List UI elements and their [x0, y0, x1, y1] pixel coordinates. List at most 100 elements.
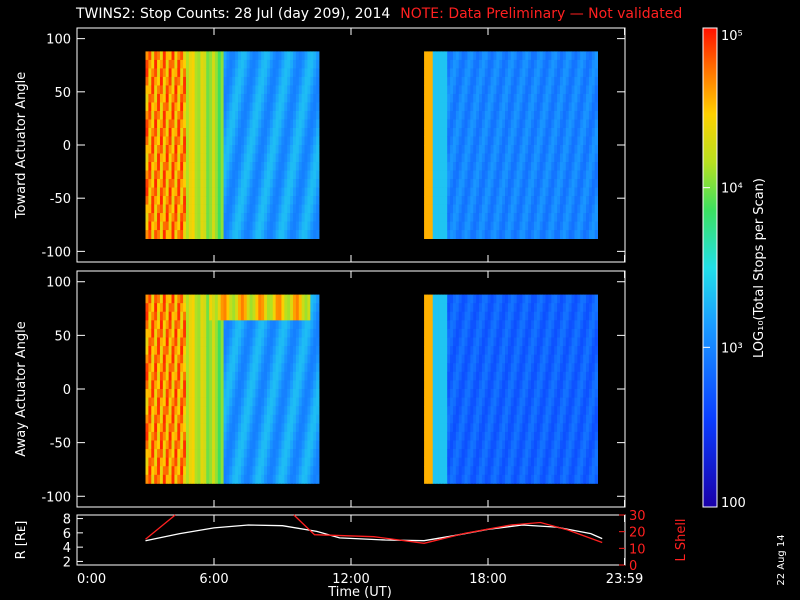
heatmap-cell: [432, 449, 437, 459]
heatmap-cell: [424, 51, 428, 61]
heatmap-cell: [266, 423, 271, 433]
heatmap-cell: [496, 371, 500, 381]
heatmap-cell: [481, 346, 486, 356]
heatmap-cell: [197, 153, 201, 163]
heatmap-cell: [429, 187, 434, 197]
heatmap-cell: [148, 457, 152, 467]
heatmap-cell: [490, 449, 494, 459]
heatmap-cell: [548, 76, 552, 86]
heatmap-cell: [525, 93, 529, 103]
heatmap-cell: [571, 102, 575, 112]
heatmap-cell: [435, 51, 439, 61]
heatmap-cell: [310, 170, 314, 180]
heatmap-cell: [522, 196, 526, 205]
heatmap-cell: [197, 397, 201, 407]
heatmap-cell: [229, 59, 233, 69]
heatmap-cell: [438, 68, 442, 78]
heatmap-cell: [307, 68, 311, 78]
heatmap-cell: [226, 457, 230, 467]
heatmap-cell: [206, 397, 210, 407]
heatmap-cell: [441, 76, 445, 86]
heatmap-cell: [284, 466, 288, 476]
heatmap-cell: [316, 406, 320, 416]
heatmap-cell: [516, 187, 520, 197]
heatmap-cell: [258, 423, 262, 433]
heatmap-cell: [493, 221, 497, 231]
heatmap-cell: [180, 59, 184, 69]
heatmap-cell: [502, 110, 506, 120]
heatmap-cell: [148, 303, 152, 313]
heatmap-cell: [287, 380, 291, 390]
heatmap-cell: [232, 196, 236, 205]
heatmap-cell: [177, 170, 181, 180]
heatmap-cell: [484, 187, 489, 197]
heatmap-cell: [304, 457, 308, 467]
heatmap-cell: [560, 162, 564, 171]
heatmap-cell: [461, 414, 465, 424]
heatmap-cell: [429, 354, 434, 364]
heatmap-cell: [165, 397, 170, 407]
heatmap-cell: [275, 179, 279, 188]
heatmap-cell: [510, 406, 515, 416]
heatmap-cell: [269, 474, 274, 484]
heatmap-cell: [272, 110, 277, 120]
heatmap-cell: [145, 213, 149, 222]
heatmap-cell: [505, 423, 509, 433]
heatmap-cell: [507, 68, 512, 78]
heatmap-cell: [536, 423, 541, 433]
heatmap-cell: [281, 303, 285, 313]
heatmap-cell: [586, 110, 590, 120]
heatmap-cell: [499, 466, 503, 476]
heatmap-cell: [214, 320, 219, 330]
heatmap-cell: [310, 311, 314, 321]
heatmap-cell: [165, 179, 170, 188]
heatmap-cell: [424, 68, 428, 78]
heatmap-cell: [316, 127, 320, 137]
heatmap-cell: [293, 414, 297, 424]
heatmap-cell: [545, 187, 549, 197]
heatmap-cell: [264, 102, 268, 112]
heatmap-cell: [272, 466, 277, 476]
heatmap-cell: [165, 363, 170, 373]
heatmap-cell: [217, 346, 222, 356]
heatmap-cell: [154, 371, 158, 381]
heatmap-cell: [545, 337, 549, 347]
heatmap-cell: [450, 311, 454, 321]
heatmap-cell: [154, 85, 158, 95]
heatmap-cell: [295, 51, 300, 61]
heatmap-cell: [295, 311, 300, 321]
heatmap-cell: [185, 145, 190, 154]
heatmap-cell: [594, 187, 598, 197]
heatmap-cell: [249, 337, 253, 347]
heatmap-cell: [258, 136, 262, 146]
heatmap-cell: [458, 196, 463, 205]
heatmap-cell: [316, 153, 320, 163]
heatmap-cell: [243, 179, 248, 188]
heatmap-cell: [287, 431, 291, 441]
heatmap-cell: [304, 466, 308, 476]
heatmap-cell: [272, 76, 277, 86]
heatmap-cell: [464, 440, 468, 450]
heatmap-cell: [426, 76, 431, 86]
heatmap-cell: [496, 354, 500, 364]
heatmap-cell: [258, 311, 262, 321]
heatmap-cell: [301, 457, 305, 467]
heatmap-cell: [185, 337, 190, 347]
heatmap-cell: [290, 406, 294, 416]
heatmap-cell: [580, 51, 584, 61]
heatmap-cell: [266, 204, 271, 214]
heatmap-cell: [220, 303, 224, 313]
heatmap-cell: [177, 162, 181, 171]
heatmap-cell: [197, 303, 201, 313]
heatmap-cell: [243, 406, 248, 416]
heatmap-cell: [484, 294, 489, 304]
heatmap-cell: [168, 119, 172, 129]
heatmap-cell: [516, 127, 520, 137]
heatmap-cell: [481, 363, 486, 373]
heatmap-cell: [157, 68, 161, 78]
heatmap-cell: [502, 328, 506, 338]
heatmap-cell: [180, 474, 184, 484]
heatmap-cell: [206, 457, 210, 467]
heatmap-cell: [212, 371, 216, 381]
heatmap-cell: [560, 127, 564, 137]
